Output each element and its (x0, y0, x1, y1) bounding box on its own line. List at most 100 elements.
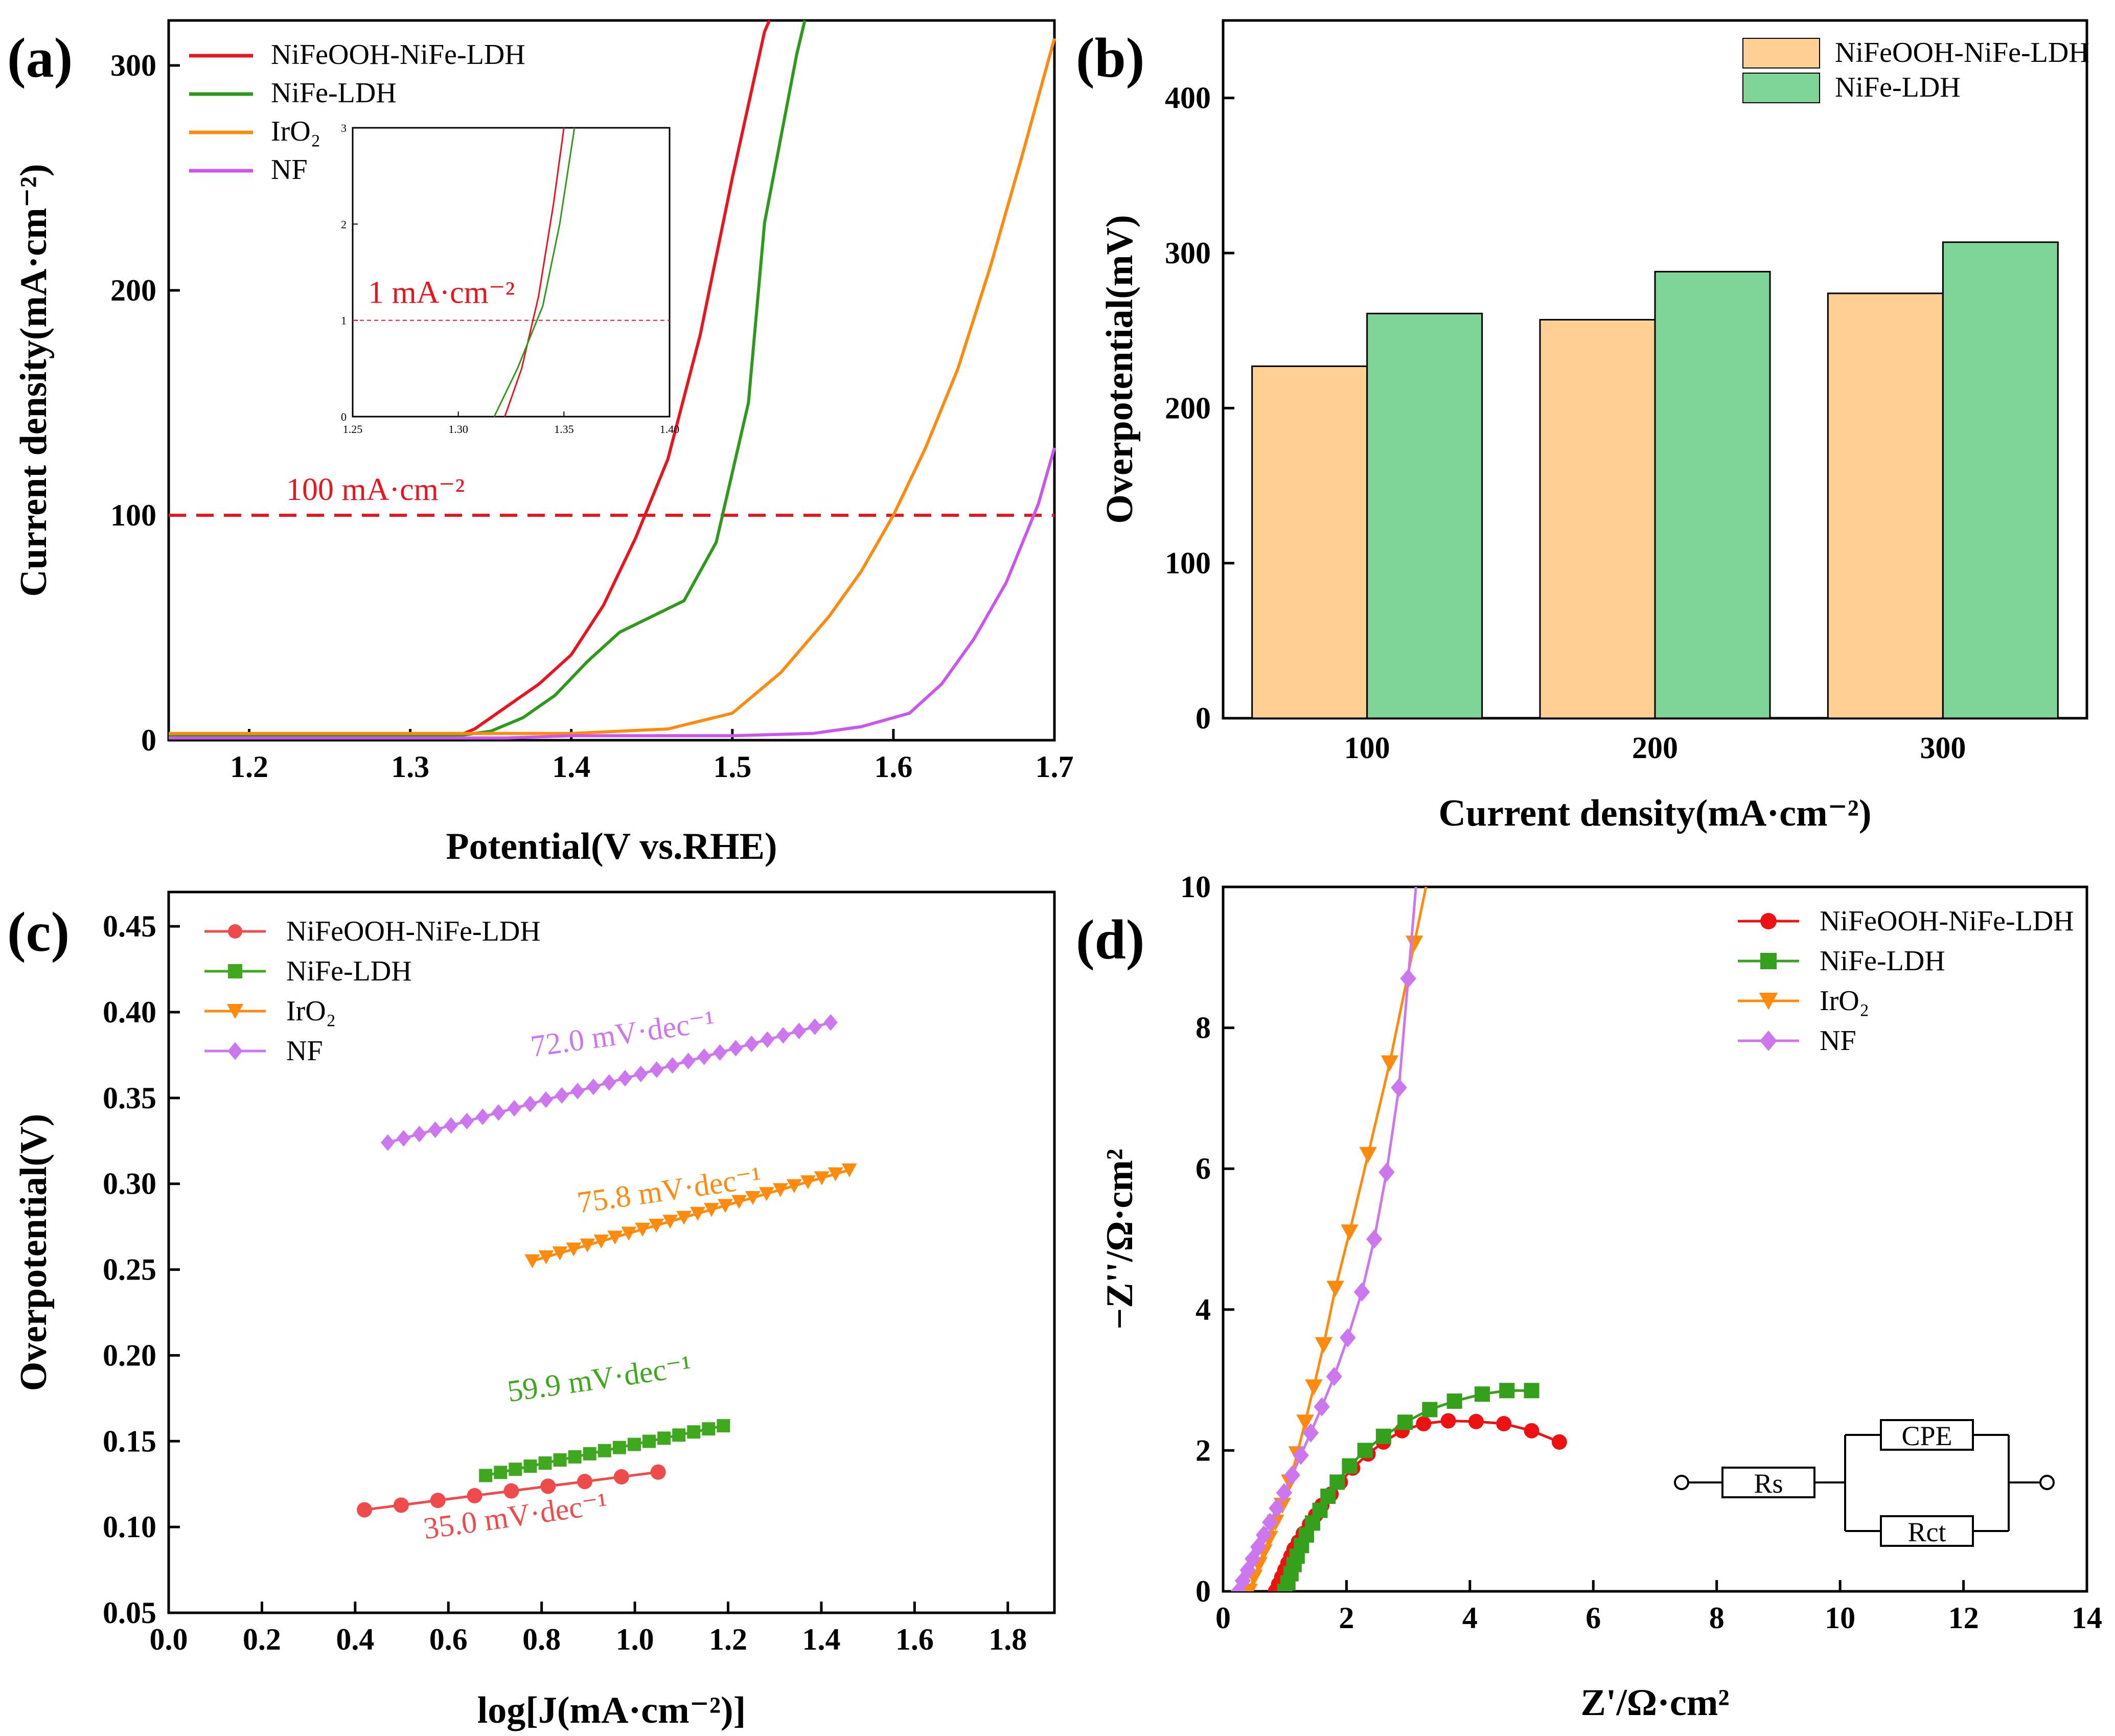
panel-b: 0 100 200 300 400 100 200 300 Current density(mA… (1076, 19, 2089, 834)
legend-marker (1760, 1031, 1777, 1051)
data-point (524, 1254, 540, 1269)
legend-label: IrO₂ (286, 995, 336, 1027)
legend-label: NiFeOOH-NiFe-LDH (271, 39, 525, 71)
cpe-box (1880, 1419, 1974, 1451)
data-point (1378, 1162, 1395, 1182)
panel-label-c: (c) (7, 901, 70, 963)
x-tick-label: 14 (2072, 1601, 2102, 1635)
data-point (1284, 1465, 1300, 1485)
data-point (1340, 1328, 1356, 1347)
legend-marker (1760, 953, 1777, 969)
data-point (430, 1493, 446, 1509)
y-tick-label: 6 (1196, 1152, 1211, 1185)
x-tick-label: 1.2 (709, 1623, 747, 1656)
legend-marker (227, 1042, 243, 1060)
x-tick-label: 4 (1462, 1601, 1478, 1635)
bar-0-2 (1827, 292, 1944, 719)
data-point (479, 1469, 493, 1482)
x-axis-title: Current density(mA·cm⁻²) (1438, 792, 1871, 834)
data-point (475, 1108, 490, 1126)
legend-marker (226, 1004, 244, 1019)
data-point (717, 1419, 730, 1433)
data-point (687, 1425, 701, 1439)
data-point (566, 1242, 582, 1257)
x-tick-label: 0.2 (243, 1623, 281, 1656)
data-point (697, 1048, 711, 1065)
x-tick-label: 1.4 (802, 1623, 840, 1656)
y-tick-label: 2 (1196, 1433, 1211, 1467)
data-point (642, 1434, 656, 1448)
rct-label: Rct (1908, 1517, 1946, 1547)
data-point (1326, 1281, 1344, 1297)
terminal-left (1674, 1475, 1689, 1490)
legend-label: NiFe-LDH (271, 77, 397, 109)
data-point (690, 1206, 705, 1221)
panel-a: 1.2 1.3 1.4 1.5 1.6 1.7 0 100 200 300 Potential(V … (7, 19, 1074, 867)
data-point (583, 1447, 596, 1460)
data-point (1357, 1443, 1373, 1458)
x-tick-label: 1.8 (988, 1623, 1027, 1656)
data-point (618, 1070, 632, 1087)
cpe-label: CPE (1901, 1421, 1952, 1451)
data-point (568, 1450, 582, 1464)
data-point (745, 1191, 761, 1205)
data-point (523, 1459, 537, 1473)
data-point (1422, 1402, 1438, 1418)
x-tick-label: 1.3 (391, 750, 429, 784)
x-tick-label: 2 (1339, 1601, 1354, 1635)
inset-frame (352, 127, 671, 418)
data-point (1551, 1434, 1567, 1450)
data-point (627, 1437, 641, 1451)
data-point (597, 1444, 611, 1457)
inset-series-line-0 (504, 127, 565, 417)
data-point (1341, 1224, 1359, 1241)
data-point (1326, 1366, 1343, 1386)
panel-label-b: (b) (1076, 27, 1144, 89)
x-tick-label: 0.6 (429, 1623, 468, 1656)
x-axis-title: Z'/Ω·cm² (1580, 1682, 1729, 1724)
data-point (827, 1167, 843, 1181)
data-point (1375, 1428, 1391, 1444)
bar-0-1 (1539, 318, 1656, 719)
x-tick-label: 8 (1709, 1601, 1725, 1635)
inset-x-tick-label: 1.35 (554, 423, 574, 436)
reference-label: 100 mA·cm⁻² (286, 472, 465, 507)
data-point (1315, 1337, 1333, 1354)
legend-label: NF (1820, 1025, 1856, 1057)
x-axis-title: log[J(mA·cm⁻²)] (477, 1689, 746, 1731)
data-point (1312, 1502, 1328, 1518)
x-tick-label: 0 (1215, 1601, 1231, 1635)
y-tick-label: 300 (110, 49, 156, 82)
x-tick-label: 10 (1825, 1601, 1855, 1635)
data-point (1440, 1413, 1456, 1429)
y-tick-label: 8 (1196, 1011, 1211, 1045)
inset-y-tick-label: 0 (341, 410, 347, 423)
data-point (570, 1083, 585, 1100)
series-line-2 (169, 38, 1056, 735)
data-point (1496, 1416, 1512, 1432)
data-point (607, 1230, 623, 1245)
data-point (1524, 1423, 1539, 1438)
inset-x-tick-label: 1.30 (448, 423, 468, 436)
data-point (728, 1040, 743, 1057)
inset-series-line-1 (493, 127, 576, 417)
data-point (428, 1121, 443, 1138)
panel-label-d: (d) (1076, 908, 1144, 971)
legend-swatch (1742, 38, 1820, 68)
bar-1-2 (1942, 241, 2059, 719)
data-point (702, 1422, 716, 1436)
data-point (731, 1195, 747, 1209)
data-point (553, 1453, 567, 1467)
data-point (467, 1488, 482, 1503)
y-tick-label: 100 (110, 498, 156, 532)
data-point (841, 1163, 857, 1178)
data-point (540, 1478, 556, 1494)
data-point (1320, 1488, 1336, 1504)
data-point (1305, 1379, 1323, 1396)
y-tick-label: 10 (1180, 870, 1211, 904)
y-tick-label: 0.40 (103, 995, 156, 1029)
legend-marker (1760, 913, 1777, 929)
y-tick-label: 4 (1196, 1293, 1211, 1327)
data-point (1400, 969, 1416, 988)
x-tick-label: 200 (1632, 731, 1678, 765)
